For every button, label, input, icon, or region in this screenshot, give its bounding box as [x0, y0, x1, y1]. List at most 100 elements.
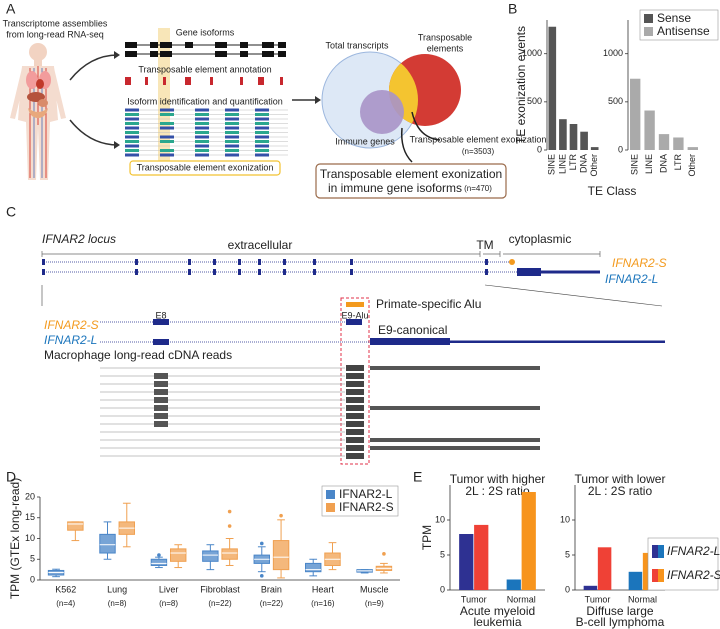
read-block [195, 117, 209, 121]
y-tick-label: 1000 [522, 48, 542, 58]
exon [517, 268, 541, 276]
y-tick-label: 15 [25, 512, 35, 522]
exon-label: E8 [155, 310, 166, 320]
isoform-label: IFNAR2-S [612, 256, 667, 270]
exon [215, 42, 227, 48]
read-block [225, 122, 239, 125]
te-annotation [125, 77, 283, 85]
read-block [225, 135, 239, 139]
read-block [346, 453, 364, 459]
exon [350, 269, 353, 275]
read-block [225, 131, 239, 134]
exon [188, 269, 191, 275]
box [150, 558, 168, 566]
box [305, 562, 322, 573]
venn-immune [360, 90, 404, 134]
chart-title: 2L : 2S ratio [588, 484, 653, 498]
arrow [69, 54, 119, 81]
read-block [154, 373, 168, 379]
arrow [114, 51, 120, 59]
te-mark [163, 77, 166, 85]
sample-size: (n=22) [208, 599, 232, 608]
te-mark [125, 77, 131, 85]
read-block [225, 117, 239, 121]
read-block [225, 140, 239, 143]
read-block [346, 405, 364, 411]
te-mark [258, 77, 264, 85]
read-block [346, 429, 364, 435]
exon [240, 51, 248, 57]
source-text: from long-read RNA-seq [6, 29, 104, 39]
box [67, 521, 84, 531]
exon [153, 339, 169, 345]
exon [450, 340, 665, 343]
bar [673, 137, 684, 150]
x-tick-label: Brain [261, 584, 282, 594]
read-block [346, 445, 364, 451]
read-block [370, 446, 540, 450]
panel-label: D [6, 469, 16, 485]
arrow [315, 96, 321, 104]
locus-title: IFNAR2 locus [42, 232, 116, 246]
venn-overlap [389, 54, 418, 126]
x-axis-label: leukemia [473, 615, 521, 629]
te-mark [240, 77, 243, 85]
y-tick-label: 0 [565, 584, 570, 594]
arrow [411, 111, 441, 141]
domain-label: cytoplasmic [509, 232, 572, 246]
x-tick-label: Liver [159, 584, 179, 594]
y-axis-label: TPM [420, 525, 434, 550]
legend-swatch [326, 503, 335, 512]
locus-tracks [42, 259, 600, 276]
sample-size: (n=9) [365, 599, 384, 608]
x-tick-label: LINE [644, 154, 654, 174]
read-block [195, 126, 209, 130]
isoform-label: IFNAR2-L [44, 333, 97, 347]
x-tick-label: Normal [507, 594, 536, 604]
read-block [195, 108, 209, 112]
legend-swatch [658, 569, 664, 582]
box [170, 548, 187, 562]
domain-scale [41, 251, 601, 257]
read-block [255, 122, 269, 125]
x-axis-label: B-cell lymphoma [576, 615, 665, 629]
domain-label: TM [476, 238, 493, 252]
sample-size: (n=8) [108, 599, 127, 608]
x-axis-label: TE Class [588, 184, 637, 198]
bar [590, 147, 599, 150]
y-tick-label: 0 [440, 584, 445, 594]
exon [42, 269, 45, 275]
read-block [225, 126, 239, 130]
read-block [225, 144, 239, 148]
x-axis-label: Diffuse large [586, 604, 653, 618]
final-label: in immune gene isoforms [328, 181, 462, 195]
exon [153, 319, 169, 325]
exon [150, 42, 158, 48]
bar [474, 524, 489, 590]
legend-label: IFNAR2-L [667, 544, 720, 558]
read-block [346, 397, 364, 403]
exon [313, 259, 316, 265]
read-block [160, 113, 174, 116]
exon [213, 269, 216, 275]
chart-title: 2L : 2S ratio [465, 484, 530, 498]
read-block [125, 131, 139, 134]
result-label: Transposable element exonization [410, 134, 547, 144]
exon [541, 270, 600, 274]
exon [283, 269, 286, 275]
te-mark [145, 77, 148, 85]
read-block [154, 413, 168, 419]
step-label: Transposable element exonization [137, 162, 274, 172]
read-block [195, 131, 209, 134]
y-tick-label: 10 [25, 533, 35, 543]
legend-swatch [644, 14, 653, 23]
read-block [255, 149, 269, 152]
exon [350, 259, 353, 265]
venn-label: elements [427, 43, 464, 53]
outlier [259, 574, 264, 578]
panel-label: A [6, 1, 16, 17]
venn-label: Transposable [418, 32, 472, 42]
x-tick-label: Lung [107, 584, 127, 594]
x-tick-label: LTR [673, 154, 683, 171]
read-block [160, 122, 174, 125]
